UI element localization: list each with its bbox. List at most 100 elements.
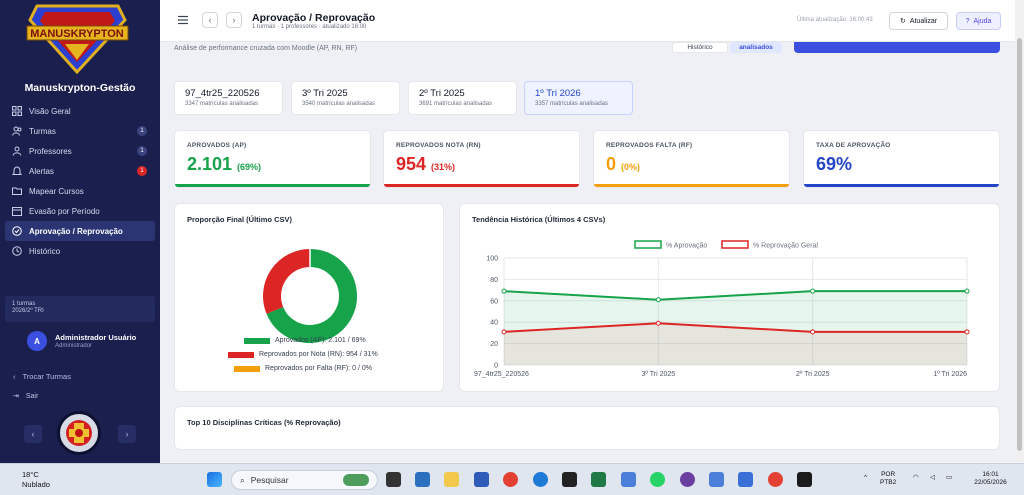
- data-point[interactable]: [655, 320, 661, 326]
- sidebar-item-label: Aprovação / Reprovação: [29, 226, 123, 236]
- help-button[interactable]: ? Ajuda: [956, 12, 1001, 30]
- grid-icon: [12, 106, 22, 116]
- sidebar-item-alertas[interactable]: Alertas 1: [5, 161, 155, 181]
- data-point[interactable]: [810, 288, 816, 294]
- word-icon[interactable]: [474, 472, 489, 487]
- analyzed-pill: analisados: [730, 42, 782, 53]
- sidebar-item-aprovacao[interactable]: Aprovação / Reprovação: [5, 221, 155, 241]
- kpi-value-row: 0 (0%): [606, 154, 789, 175]
- legend-label: % Aprovação: [666, 243, 707, 250]
- back-button[interactable]: ‹: [202, 12, 218, 28]
- load-file-button[interactable]: [794, 42, 1000, 53]
- windows-start-icon[interactable]: [207, 472, 222, 487]
- data-point[interactable]: [964, 329, 970, 335]
- donut-chart: [263, 249, 357, 343]
- refresh-button[interactable]: ↻ Atualizar: [889, 12, 948, 30]
- brand-name: Manuskrypton-Gestão: [24, 82, 136, 94]
- whatsapp-icon[interactable]: [650, 472, 665, 487]
- switch-classes-link[interactable]: ‹ Trocar Turmas: [13, 372, 71, 381]
- sidebar-nav: Visão Geral Turmas 1 Professores 1 Alert…: [5, 101, 155, 261]
- sidebar-item-label: Histórico: [29, 246, 61, 256]
- kpi-value: 2.101: [187, 154, 233, 174]
- carousel-prev-button[interactable]: ‹: [24, 425, 42, 443]
- legend-label: Aprovados (AP): 2.101 / 69%: [275, 337, 366, 344]
- sidebar-item-mapear-cursos[interactable]: Mapear Cursos: [5, 181, 155, 201]
- y-tick-label: 100: [486, 256, 498, 263]
- donut-slice-1[interactable]: [263, 249, 311, 314]
- chrome-icon-active[interactable]: [768, 472, 783, 487]
- tray-chevron-icon[interactable]: ^: [864, 474, 868, 481]
- data-point[interactable]: [501, 288, 507, 294]
- weather-widget[interactable]: 18°C Nublado: [12, 470, 50, 490]
- brand-logo: MANUSKRYPTON: [25, 2, 130, 75]
- period-sub: 3540 matrículas analisadas: [302, 101, 376, 107]
- notepad-icon[interactable]: [738, 472, 753, 487]
- series-line-1: [503, 322, 967, 333]
- data-point[interactable]: [501, 329, 507, 335]
- logout-icon: ⇥: [13, 393, 19, 400]
- app-icon[interactable]: [415, 472, 430, 487]
- legend-swatch: [234, 365, 260, 372]
- app-icon[interactable]: [621, 472, 636, 487]
- logout-label: Sair: [25, 392, 39, 400]
- excel-icon[interactable]: [591, 472, 606, 487]
- kpi-approved: APROVADOS (AP) 2.101 (69%): [174, 130, 371, 188]
- analysis-description: Análise de performance cruzada com Moodl…: [174, 45, 358, 52]
- data-point[interactable]: [810, 329, 816, 335]
- terminal-icon[interactable]: [797, 472, 812, 487]
- period-title: 2º Tri 2025: [419, 88, 465, 99]
- sidebar-item-historico[interactable]: Histórico: [5, 241, 155, 261]
- donut-slice-0[interactable]: [266, 249, 357, 343]
- kpi-value: 0: [606, 154, 617, 174]
- taskbar-search[interactable]: ⌕ Pesquisar: [231, 470, 378, 490]
- period-tab[interactable]: 3º Tri 2025 3540 matrículas analisadas: [291, 81, 400, 115]
- sidebar-item-label: Mapear Cursos: [29, 186, 84, 196]
- series-line-0: [503, 290, 967, 301]
- history-button[interactable]: Histórico: [672, 42, 728, 53]
- forward-button[interactable]: ›: [226, 12, 242, 28]
- refresh-label: Atualizar: [909, 17, 938, 25]
- clock[interactable]: 16:01 22/05/2026: [968, 471, 1013, 487]
- app-icon[interactable]: [709, 472, 724, 487]
- kpi-value-row: 954 (31%): [396, 154, 579, 175]
- period-sub: 3357 matrículas analisadas: [535, 101, 609, 107]
- menu-icon[interactable]: [177, 15, 189, 25]
- period-tab[interactable]: 2º Tri 2025 3691 matrículas analisadas: [408, 81, 517, 115]
- legend-swatch: [244, 337, 270, 344]
- sidebar-item-turmas[interactable]: Turmas 1: [5, 121, 155, 141]
- sidebar-item-professores[interactable]: Professores 1: [5, 141, 155, 161]
- wifi-icon[interactable]: ◠: [913, 474, 919, 481]
- chrome-icon[interactable]: [503, 472, 518, 487]
- logout-link[interactable]: ⇥ Sair: [13, 392, 39, 401]
- panel-title: Top 10 Disciplinas Críticas (% Reprovaçã…: [187, 418, 341, 427]
- task-view-icon[interactable]: [386, 472, 401, 487]
- kpi-value: 954: [396, 154, 427, 174]
- terminal-icon[interactable]: [562, 472, 577, 487]
- scrollbar[interactable]: [1015, 0, 1024, 463]
- kpi-label: REPROVADOS NOTA (RN): [396, 142, 481, 149]
- folder-icon[interactable]: [444, 472, 459, 487]
- kpi-accent-bar: [594, 184, 789, 187]
- scrollbar-thumb[interactable]: [1017, 38, 1022, 451]
- chevron-right-icon: ›: [125, 429, 129, 439]
- bell-icon: [12, 166, 22, 176]
- calendar-icon: [12, 206, 22, 216]
- carousel-next-button[interactable]: ›: [118, 425, 136, 443]
- chevron-left-icon: ‹: [208, 15, 212, 25]
- users-icon: [12, 126, 22, 136]
- avatar: A: [27, 331, 47, 351]
- legend-item-rn: Reprovados por Nota (RN): 954 / 31%: [228, 351, 378, 358]
- battery-icon[interactable]: ▭: [946, 474, 953, 481]
- svg-text:MANUSKRYPTON: MANUSKRYPTON: [30, 28, 124, 40]
- edge-icon[interactable]: [533, 472, 548, 487]
- github-icon[interactable]: [680, 472, 695, 487]
- period-tab[interactable]: 97_4tr25_220526 3347 matrículas analisad…: [174, 81, 283, 115]
- sidebar-item-visao-geral[interactable]: Visão Geral: [5, 101, 155, 121]
- keyboard-language[interactable]: POR PTB2: [880, 471, 896, 487]
- period-title: 97_4tr25_220526: [185, 88, 260, 99]
- volume-icon[interactable]: ◁: [930, 474, 935, 481]
- sidebar-item-evasao[interactable]: Evasão por Período: [5, 201, 155, 221]
- data-point[interactable]: [655, 297, 661, 303]
- period-tab-active[interactable]: 1º Tri 2026 3357 matrículas analisadas: [524, 81, 633, 115]
- data-point[interactable]: [964, 288, 970, 294]
